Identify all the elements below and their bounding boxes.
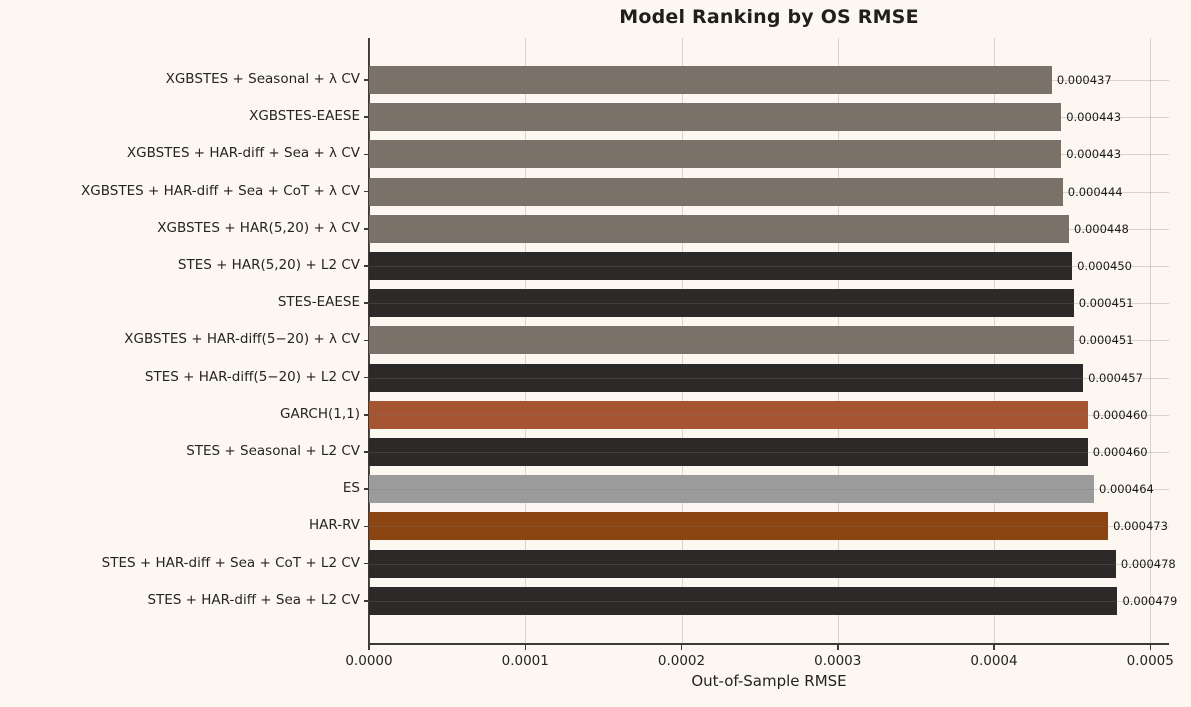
bar-value: 0.000479 <box>1122 593 1178 608</box>
bar <box>369 66 1052 94</box>
bar-label: HAR-RV <box>309 517 360 534</box>
bar-label: XGBSTES + HAR-diff + Sea + λ CV <box>126 145 360 162</box>
x-tick-mark <box>1149 644 1151 650</box>
bar <box>369 140 1062 169</box>
bar <box>369 512 1109 541</box>
y-gridline <box>369 117 1169 119</box>
bar-label: XGBSTES + Seasonal + λ CV <box>165 71 360 87</box>
bar <box>369 214 1069 243</box>
x-tick-mark <box>368 644 370 650</box>
y-gridline <box>369 154 1169 156</box>
y-tick-mark <box>364 79 369 81</box>
y-tick-mark <box>364 153 369 156</box>
plot-area: 0.000437 0.000443 0.000443 0.000444 0.000448… <box>369 38 1177 643</box>
bar-value: 0.000443 <box>1066 110 1122 125</box>
bar-value: 0.000451 <box>1078 296 1134 311</box>
y-gridline <box>369 303 1169 305</box>
y-gridline <box>369 377 1169 379</box>
x-tick-label: 0.0002 <box>657 653 706 669</box>
y-gridline <box>369 489 1169 491</box>
chart-title: Model Ranking by OS RMSE <box>619 6 919 28</box>
bar-label: XGBSTES + HAR-diff(5−20) + λ CV <box>124 331 360 348</box>
x-tick-label: 0.0001 <box>501 653 549 669</box>
bar-value: 0.000464 <box>1099 482 1154 497</box>
bar-value: 0.000444 <box>1067 184 1123 199</box>
y-tick-mark <box>364 488 369 490</box>
y-tick-mark <box>364 562 369 565</box>
bar-value: 0.000460 <box>1092 445 1148 459</box>
bar <box>369 252 1073 280</box>
bar-label: STES + HAR-diff + Sea + L2 CV <box>147 591 360 608</box>
x-tick-mark <box>524 644 526 650</box>
bar <box>369 289 1074 318</box>
x-gridline <box>1150 38 1152 643</box>
bar-value: 0.000443 <box>1066 147 1122 162</box>
bar-value: 0.000450 <box>1077 259 1132 273</box>
x-tick-mark <box>837 644 839 650</box>
bar-label: STES + HAR-diff(5−20) + L2 CV <box>144 368 360 385</box>
bar-value: 0.000478 <box>1120 556 1176 571</box>
x-tick-label: 0.0005 <box>1126 653 1174 669</box>
bar-value: 0.000437 <box>1056 73 1112 87</box>
y-tick-mark <box>364 339 369 342</box>
y-tick-mark <box>364 302 369 304</box>
y-tick-mark <box>364 600 369 602</box>
bar-label: XGBSTES + HAR(5,20) + λ CV <box>157 219 360 236</box>
bar-value: 0.000448 <box>1074 221 1129 236</box>
x-tick-label: 0.0004 <box>970 653 1018 669</box>
y-gridline <box>369 414 1169 416</box>
x-tick-mark <box>993 644 995 650</box>
bar-label: STES + HAR-diff + Sea + CoT + L2 CV <box>101 554 360 571</box>
x-tick-label: 0.0000 <box>345 653 393 669</box>
y-tick-mark <box>364 265 369 267</box>
bar <box>369 177 1063 206</box>
x-tick-label: 0.0003 <box>814 653 862 669</box>
y-tick-mark <box>364 525 369 528</box>
x-axis-spine <box>368 643 1169 645</box>
bar <box>369 103 1062 132</box>
y-gridline <box>369 452 1169 453</box>
y-tick-mark <box>364 414 369 416</box>
bar <box>369 586 1118 615</box>
bar <box>369 363 1084 392</box>
bar-label: XGBSTES-EAESE <box>249 108 360 125</box>
y-gridline <box>369 80 1169 81</box>
y-gridline <box>369 563 1169 565</box>
bar-label: ES <box>342 480 360 497</box>
bar <box>369 400 1088 429</box>
bar <box>369 438 1088 466</box>
y-gridline <box>369 340 1169 342</box>
y-gridline <box>369 228 1169 230</box>
y-gridline <box>369 600 1169 602</box>
y-tick-mark <box>364 451 369 453</box>
y-tick-mark <box>364 228 369 230</box>
bar <box>369 326 1074 355</box>
bar-value: 0.000457 <box>1088 370 1143 385</box>
y-gridline <box>369 191 1169 193</box>
bar-label: STES + HAR(5,20) + L2 CV <box>177 257 360 273</box>
x-tick-mark <box>680 644 683 650</box>
bar-value: 0.000460 <box>1092 407 1148 422</box>
bar-value: 0.000451 <box>1078 333 1134 348</box>
y-gridline <box>369 266 1169 267</box>
bar <box>369 475 1094 504</box>
y-tick-mark <box>364 190 369 193</box>
bar <box>369 549 1116 578</box>
bar-label: XGBSTES + HAR-diff + Sea + CoT + λ CV <box>81 182 360 199</box>
y-gridline <box>369 526 1169 528</box>
x-axis-label: Out-of-Sample RMSE <box>691 672 847 690</box>
y-tick-mark <box>364 376 369 379</box>
y-axis-spine <box>368 38 370 644</box>
bar-label: STES-EAESE <box>277 294 360 311</box>
bar-label: GARCH(1,1) <box>280 405 360 422</box>
bar-value: 0.000473 <box>1113 519 1168 534</box>
y-tick-mark <box>364 116 369 118</box>
bar-label: STES + Seasonal + L2 CV <box>186 443 360 459</box>
